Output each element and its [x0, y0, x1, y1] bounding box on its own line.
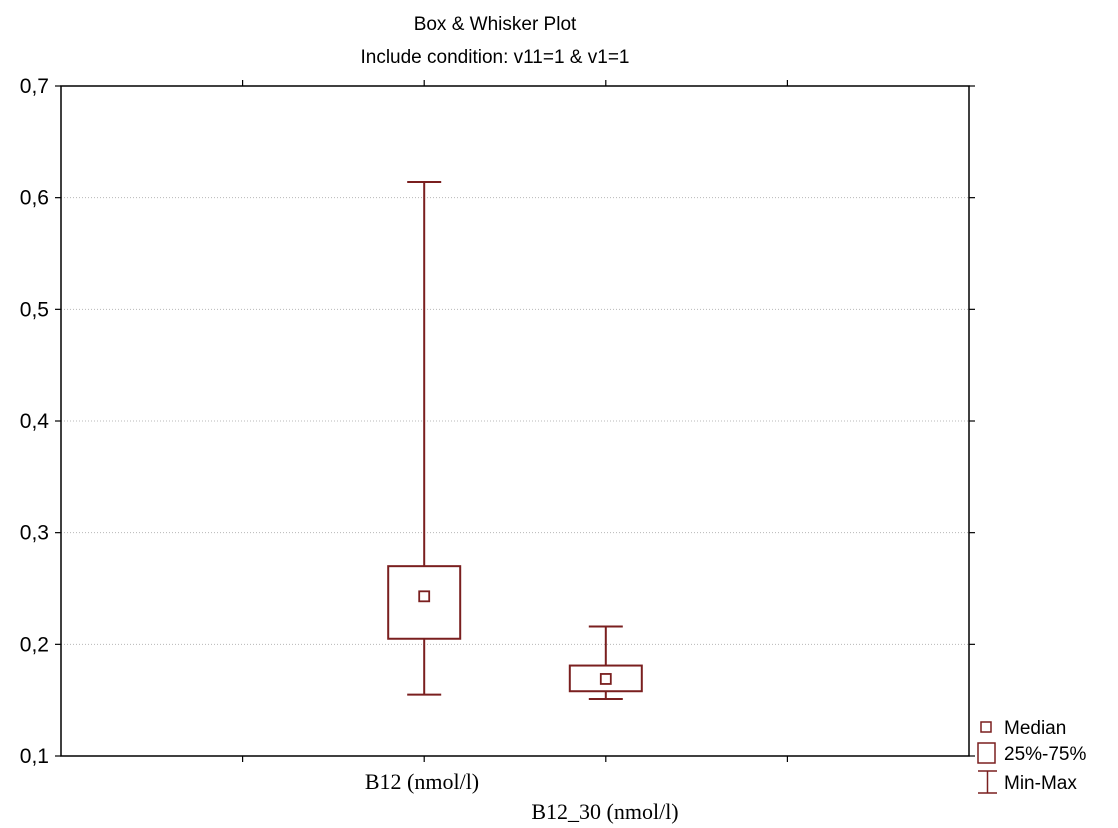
iqr-box	[387, 565, 462, 640]
median-marker	[418, 590, 431, 603]
legend-median-icon	[980, 721, 992, 733]
y-tick-label: 0,1	[20, 745, 49, 768]
plot-frame	[60, 85, 970, 757]
iqr-box	[568, 664, 643, 693]
legend-minmax-icon	[978, 770, 997, 794]
y-tick-labels: 0,1 0,2 0,3 0,4 0,5 0,6 0,7	[20, 75, 50, 768]
legend: Median 25%-75% Min-Max	[977, 718, 1086, 794]
median-marker	[599, 673, 612, 685]
legend-median-label: Median	[1004, 718, 1066, 739]
y-tick-label: 0,6	[20, 187, 49, 210]
category-label-b12-30: B12_30 (nmol/l)	[531, 799, 678, 824]
box-2	[568, 625, 643, 701]
category-label-b12: B12 (nmol/l)	[365, 769, 479, 794]
grid-lines	[61, 197, 969, 645]
y-tick-label: 0,4	[20, 410, 50, 433]
legend-minmax-label: Min-Max	[1004, 773, 1077, 794]
chart-subtitle: Include condition: v11=1 & v1=1	[360, 47, 629, 68]
chart-title: Box & Whisker Plot	[414, 14, 577, 35]
axis-ticks	[55, 80, 975, 762]
y-tick-label: 0,5	[20, 298, 49, 321]
y-tick-label: 0,2	[20, 633, 49, 656]
legend-box-icon	[977, 742, 996, 764]
box-1	[387, 181, 462, 696]
y-tick-label: 0,7	[20, 75, 49, 98]
y-tick-label: 0,3	[20, 522, 49, 545]
legend-box-label: 25%-75%	[1004, 744, 1086, 765]
boxes	[387, 181, 643, 701]
